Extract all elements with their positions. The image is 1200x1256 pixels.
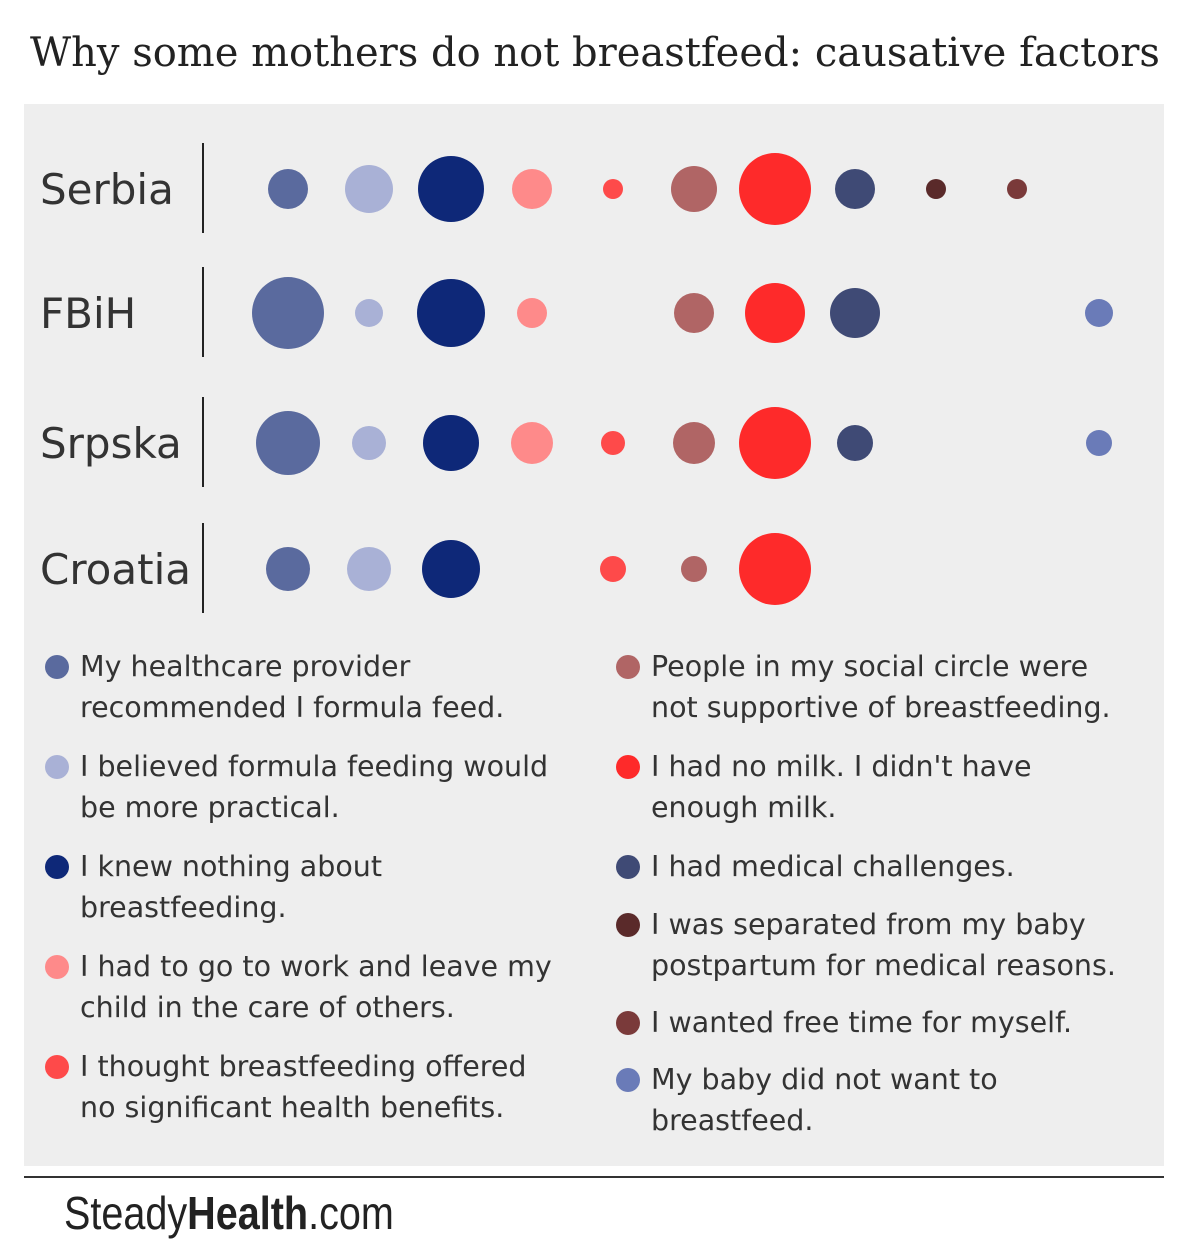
bubble-srpska-factor-6	[673, 422, 715, 464]
bubble-srpska-factor-7	[739, 407, 811, 479]
bubble-serbia-factor-1	[268, 169, 308, 209]
bubble-serbia-factor-2	[345, 165, 393, 213]
bubble-serbia-factor-9	[926, 179, 946, 199]
legend-item-9: I was separated from my baby postpartum f…	[616, 904, 1116, 986]
legend-item-1: My healthcare provider recommended I form…	[45, 646, 504, 728]
legend-item-4: I had to go to work and leave my child in…	[45, 946, 552, 1028]
bubble-fbih-factor-4	[517, 298, 547, 328]
legend-dot	[45, 1055, 69, 1079]
legend-dot	[45, 655, 69, 679]
legend-dot	[45, 855, 69, 879]
legend-label: I had medical challenges.	[651, 850, 1015, 883]
bubble-srpska-factor-3	[423, 415, 479, 471]
bubble-serbia-factor-10	[1007, 179, 1027, 199]
legend-label: I thought breastfeeding offered no signif…	[80, 1050, 527, 1124]
legend-label: My healthcare provider recommended I form…	[80, 650, 505, 724]
legend-item-3: I knew nothing about breastfeeding.	[45, 846, 382, 928]
bubble-croatia-factor-3	[422, 540, 480, 598]
bubble-fbih-factor-8	[830, 288, 880, 338]
bubble-fbih-factor-2	[355, 299, 383, 327]
footer-divider	[24, 1176, 1164, 1178]
bubble-serbia-factor-8	[835, 169, 875, 209]
legend-label: I had no milk. I didn't have enough milk.	[651, 750, 1032, 824]
legend-dot	[616, 913, 640, 937]
legend-item-10: I wanted free time for myself.	[616, 1002, 1072, 1043]
bubble-serbia-factor-6	[671, 166, 717, 212]
legend-label: I knew nothing about breastfeeding.	[80, 850, 383, 924]
legend-label: I wanted free time for myself.	[651, 1006, 1073, 1039]
legend-item-2: I believed formula feeding would be more …	[45, 746, 548, 828]
brand-part-3: .com	[308, 1187, 394, 1239]
bubble-srpska-factor-5	[601, 431, 625, 455]
bubble-serbia-factor-5	[603, 179, 623, 199]
legend-dot	[45, 955, 69, 979]
brand-part-2: Health	[187, 1187, 309, 1239]
legend-label: I believed formula feeding would be more …	[80, 750, 549, 824]
bubble-srpska-factor-2	[352, 426, 386, 460]
bubble-fbih-factor-11	[1085, 299, 1113, 327]
bubble-croatia-factor-7	[739, 533, 811, 605]
bubble-croatia-factor-2	[347, 547, 391, 591]
bubble-matrix: Serbia FBiH Srpska Croatia	[40, 143, 1113, 613]
legend-dot	[616, 755, 640, 779]
bubble-croatia-factor-6	[681, 556, 707, 582]
legend-item-11: My baby did not want to breastfeed.	[616, 1059, 998, 1141]
legend-dot	[616, 655, 640, 679]
bubble-srpska-factor-8	[837, 425, 873, 461]
country-label-croatia: Croatia	[40, 545, 191, 594]
bubble-fbih-factor-1	[252, 277, 324, 349]
chart-panel	[24, 104, 1164, 1166]
legend-item-7: I had no milk. I didn't have enough milk.	[616, 746, 1032, 828]
legend-label: I had to go to work and leave my child in…	[80, 950, 552, 1024]
bubble-serbia-factor-7	[739, 153, 811, 225]
bubble-srpska-factor-1	[256, 411, 320, 475]
legend-item-6: People in my social circle were not suppo…	[616, 646, 1111, 728]
legend-dot	[45, 755, 69, 779]
legend-label: My baby did not want to breastfeed.	[651, 1063, 998, 1137]
bubble-serbia-factor-3	[418, 156, 484, 222]
bubble-fbih-factor-3	[417, 279, 485, 347]
bubble-srpska-factor-11	[1086, 430, 1112, 456]
legend-label: I was separated from my baby postpartum f…	[651, 908, 1116, 982]
brand-part-1: Steady	[64, 1187, 188, 1239]
legend-dot	[616, 855, 640, 879]
bubble-croatia-factor-5	[600, 556, 626, 582]
bubble-fbih-factor-6	[674, 293, 714, 333]
chart-title: Why some mothers do not breastfeed: caus…	[30, 30, 1160, 76]
bubble-fbih-factor-7	[745, 283, 805, 343]
country-label-serbia: Serbia	[40, 165, 174, 214]
legend-label: People in my social circle were not suppo…	[651, 650, 1111, 724]
legend-item-8: I had medical challenges.	[616, 846, 1015, 887]
legend-dot	[616, 1011, 640, 1035]
brand-logo: SteadyHealth.com	[64, 1186, 394, 1240]
country-label-srpska: Srpska	[40, 419, 182, 468]
bubble-croatia-factor-1	[266, 547, 310, 591]
legend-item-5: I thought breastfeeding offered no signif…	[45, 1046, 526, 1128]
country-label-fbih: FBiH	[40, 289, 136, 338]
bubble-srpska-factor-4	[511, 422, 553, 464]
bubble-serbia-factor-4	[512, 169, 552, 209]
legend-dot	[616, 1068, 640, 1092]
